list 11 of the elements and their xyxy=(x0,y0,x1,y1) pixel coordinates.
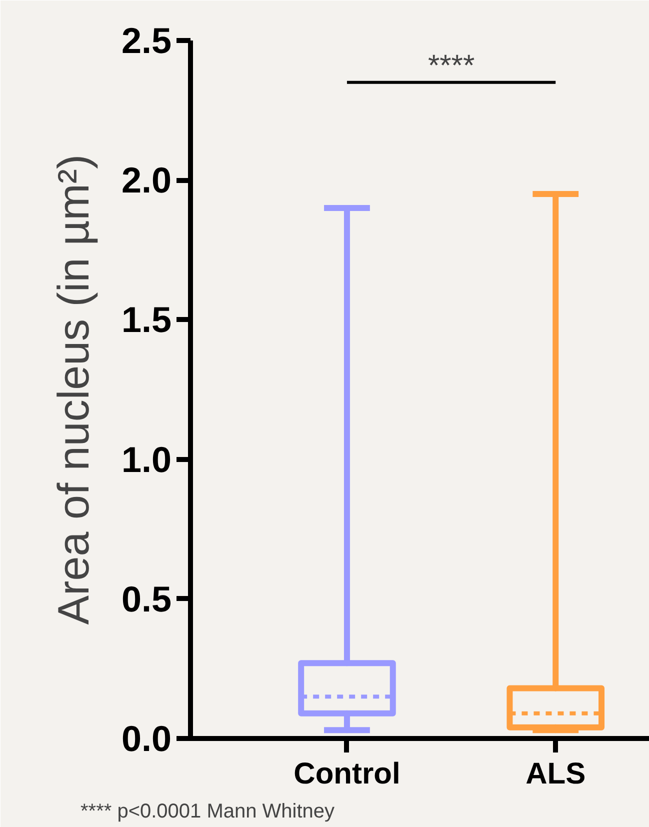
y-tick-label: 1.0 xyxy=(121,438,172,480)
x-tick-label: Control xyxy=(294,758,400,790)
y-tick-label: 1.5 xyxy=(121,299,172,340)
y-tick-label: 0.5 xyxy=(121,578,172,620)
annotation: **** xyxy=(428,49,475,82)
y-tick-label: 2.5 xyxy=(121,20,172,61)
x-tick-label: ALS xyxy=(526,758,586,790)
y-tick-label: 2.0 xyxy=(121,160,172,201)
y-tick-label: 0.0 xyxy=(121,718,172,759)
y-axis-title: Area of nucleus (in µm²) xyxy=(49,154,98,625)
text: **** p<0.0001 Mann Whitney xyxy=(80,800,335,822)
